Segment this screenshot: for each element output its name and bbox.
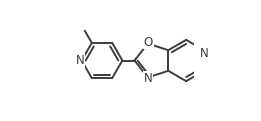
Text: N: N	[144, 72, 152, 85]
Text: N: N	[75, 54, 84, 67]
Text: N: N	[75, 54, 84, 67]
Text: N: N	[200, 47, 208, 60]
Text: O: O	[144, 36, 153, 49]
